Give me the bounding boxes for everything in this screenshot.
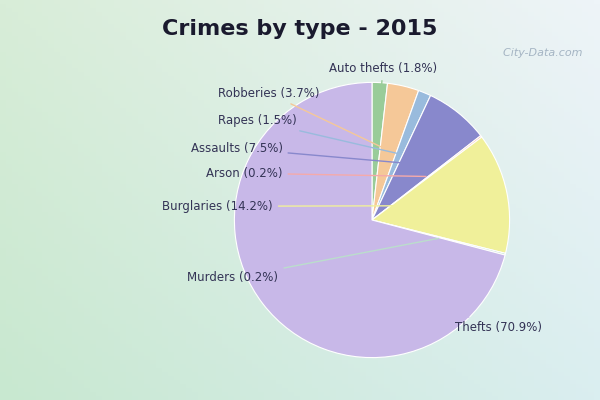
Wedge shape <box>372 90 431 220</box>
Text: Murders (0.2%): Murders (0.2%) <box>187 238 439 284</box>
Wedge shape <box>235 82 505 358</box>
Text: Assaults (7.5%): Assaults (7.5%) <box>191 142 414 164</box>
Wedge shape <box>372 83 419 220</box>
Text: Burglaries (14.2%): Burglaries (14.2%) <box>163 200 439 213</box>
Text: Arson (0.2%): Arson (0.2%) <box>206 167 426 180</box>
Wedge shape <box>372 136 482 220</box>
Wedge shape <box>372 220 505 255</box>
Text: Robberies (3.7%): Robberies (3.7%) <box>218 87 386 149</box>
Wedge shape <box>372 96 481 220</box>
Text: Crimes by type - 2015: Crimes by type - 2015 <box>163 19 437 39</box>
Wedge shape <box>372 82 388 220</box>
Wedge shape <box>372 137 509 253</box>
Text: Auto thefts (1.8%): Auto thefts (1.8%) <box>329 62 437 146</box>
Text: City-Data.com: City-Data.com <box>496 48 582 58</box>
Text: Thefts (70.9%): Thefts (70.9%) <box>318 264 542 334</box>
Text: Rapes (1.5%): Rapes (1.5%) <box>218 114 397 153</box>
